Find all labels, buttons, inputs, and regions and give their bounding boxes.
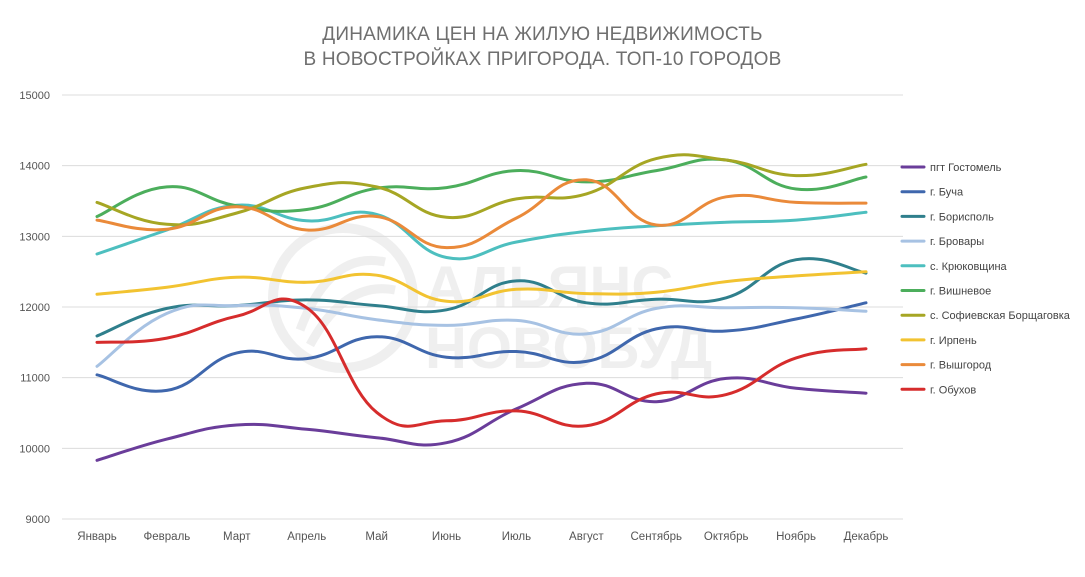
legend: пгт Гостомель г. Буча г. Борисполь г. Брова… — [900, 162, 1071, 396]
y-tick-label: 10000 — [19, 443, 50, 455]
series-line-2 — [95, 301, 868, 393]
x-tick-label: Май — [365, 531, 388, 543]
legend-label: с. Софиевская Борщаговка — [930, 310, 1071, 322]
series-line-4 — [95, 303, 868, 368]
x-tick-label: Декабрь — [844, 531, 889, 543]
series-line-9 — [95, 178, 868, 250]
x-tick-label: Август — [569, 531, 604, 543]
legend-label: с. Крюковщина — [930, 261, 1008, 273]
x-tick-label: Июнь — [432, 531, 461, 543]
x-tick-label: Сентябрь — [631, 531, 683, 543]
chart-title-line-1: ДИНАМИКА ЦЕН НА ЖИЛУЮ НЕДВИЖИМОСТЬ — [322, 24, 763, 45]
legend-item: с. Софиевская Борщаговка — [900, 310, 1071, 322]
y-axis: 15000 14000 13000 12000 11000 10000 9000 — [19, 90, 50, 526]
legend-item: г. Обухов — [900, 384, 976, 396]
series-line-1 — [95, 376, 868, 462]
x-tick-label: Март — [223, 531, 251, 543]
legend-item: с. Крюковщина — [900, 261, 1008, 273]
legend-label: г. Борисполь — [930, 211, 994, 223]
legend-item: пгт Гостомель — [900, 162, 1002, 174]
legend-label: г. Вышгород — [930, 360, 992, 372]
legend-item: г. Буча — [900, 187, 964, 199]
legend-item: г. Борисполь — [900, 211, 994, 223]
series-line-7 — [95, 153, 868, 227]
x-tick-label: Апрель — [287, 531, 326, 543]
series-line-6 — [95, 157, 868, 219]
legend-label: г. Бровары — [930, 236, 984, 248]
legend-label: г. Буча — [930, 187, 964, 199]
legend-item: г. Вишневое — [900, 286, 991, 298]
legend-item: г. Ирпень — [900, 335, 977, 347]
y-tick-label: 14000 — [19, 161, 50, 173]
legend-label: г. Обухов — [930, 384, 976, 396]
legend-label: г. Вишневое — [930, 286, 991, 298]
chart-title-line-2: В НОВОСТРОЙКАХ ПРИГОРОДА. ТОП-10 ГОРОДОВ — [303, 49, 782, 70]
y-tick-label: 12000 — [19, 302, 50, 314]
y-tick-label: 13000 — [19, 231, 50, 243]
series-line-10 — [95, 297, 868, 428]
x-tick-label: Февраль — [144, 531, 191, 543]
x-axis: Январь Февраль Март Апрель Май Июнь Июль Август… — [77, 531, 888, 543]
legend-label: г. Ирпень — [930, 335, 977, 347]
x-tick-label: Ноябрь — [776, 531, 816, 543]
legend-label: пгт Гостомель — [930, 162, 1002, 174]
x-tick-label: Октябрь — [704, 531, 749, 543]
y-tick-label: 11000 — [20, 373, 50, 385]
x-tick-label: Январь — [77, 531, 116, 543]
legend-item: г. Бровары — [900, 236, 984, 248]
y-tick-label: 9000 — [26, 514, 50, 526]
y-tick-label: 15000 — [19, 90, 50, 102]
series-lines — [95, 153, 868, 462]
legend-item: г. Вышгород — [900, 360, 992, 372]
x-tick-label: Июль — [502, 531, 531, 543]
series-line-8 — [95, 270, 868, 304]
chart-title: ДИНАМИКА ЦЕН НА ЖИЛУЮ НЕДВИЖИМОСТЬ В НОВ… — [0, 22, 1085, 72]
